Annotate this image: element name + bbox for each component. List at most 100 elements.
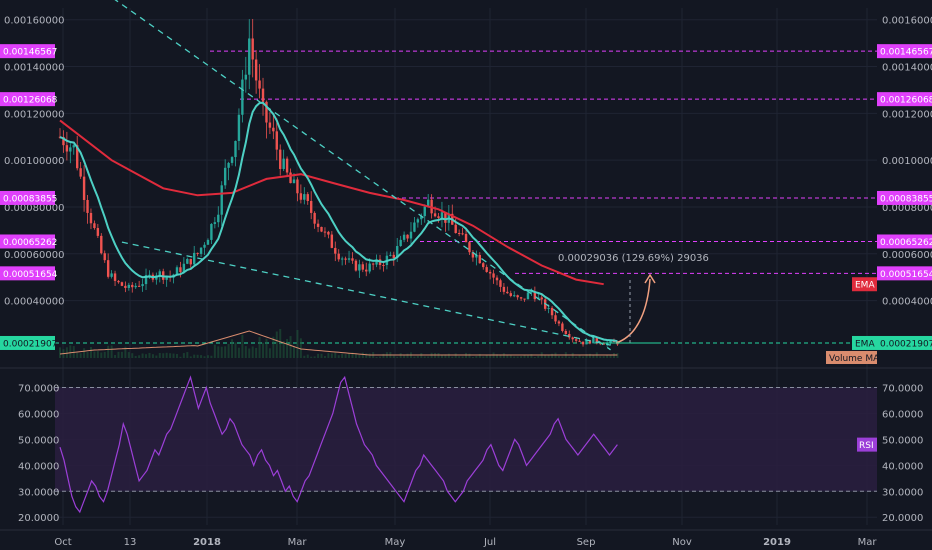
candle-body xyxy=(396,246,399,259)
volume-bar xyxy=(134,355,137,358)
candle-body xyxy=(96,228,100,236)
candle-body xyxy=(82,176,86,200)
level-badge-right xyxy=(877,234,932,249)
volume-bar xyxy=(568,356,571,358)
y-tick-label-left: 0.00100000 xyxy=(4,156,64,167)
rsi-badge-text: RSI xyxy=(859,441,874,451)
volume-bar xyxy=(368,353,371,358)
volume-bar xyxy=(124,346,127,358)
y-tick-label-left: 0.00040000 xyxy=(4,297,64,308)
volume-bar xyxy=(533,356,536,358)
candle-body xyxy=(461,233,464,235)
candle-body xyxy=(533,291,537,300)
candle-body xyxy=(120,282,124,286)
level-badge-left-text: 0.00146567 xyxy=(3,48,57,58)
candle-body xyxy=(309,200,313,213)
candle-body xyxy=(574,339,578,341)
candle-body xyxy=(327,231,330,235)
volume-bar xyxy=(344,354,347,358)
candle-body xyxy=(199,247,203,254)
volume-bar xyxy=(141,353,144,358)
candle-body xyxy=(179,267,182,273)
rsi-tick-label-right: 50.0000 xyxy=(882,435,923,446)
rsi-tick-label-right: 40.0000 xyxy=(882,461,923,472)
y-tick-label-left: 0.00140000 xyxy=(4,63,64,74)
rsi-tick-label-left: 40.0000 xyxy=(18,461,59,472)
candle-body xyxy=(127,284,131,288)
volume-bar xyxy=(520,356,523,358)
volume-bar xyxy=(289,336,292,358)
volume-bar xyxy=(220,346,223,358)
candle-body xyxy=(457,233,461,235)
x-tick-label: 2018 xyxy=(193,537,221,548)
level-badge-right xyxy=(877,44,932,59)
candle-body xyxy=(375,259,378,265)
volume-bar xyxy=(416,355,419,358)
candle-body xyxy=(526,292,530,300)
candle-body xyxy=(409,231,413,239)
volume-bar xyxy=(489,354,492,358)
candle-body xyxy=(437,216,440,218)
candle-body xyxy=(361,264,365,270)
volume-bar xyxy=(100,352,103,358)
candle-body xyxy=(340,258,344,260)
y-tick-label-right: 0.00060000 xyxy=(882,250,932,261)
volume-bar xyxy=(162,353,165,358)
volume-bar xyxy=(286,338,289,358)
volume-bar xyxy=(547,354,550,358)
candle-body xyxy=(76,145,79,169)
candle-body xyxy=(523,298,526,300)
candle-body xyxy=(131,284,134,288)
candle-body xyxy=(323,231,327,233)
volume-bar xyxy=(175,354,178,358)
volume-bar xyxy=(317,353,320,358)
candle-body xyxy=(392,254,395,259)
candle-body xyxy=(547,307,550,309)
volume-bar xyxy=(179,356,182,358)
volume-bar xyxy=(83,348,86,358)
candle-body xyxy=(100,235,103,254)
projection-arrowhead xyxy=(644,273,656,284)
y-tick-label-left: 0.00160000 xyxy=(4,16,64,27)
volume-bar xyxy=(196,354,199,358)
candle-body xyxy=(609,340,612,343)
candle-body xyxy=(475,254,478,258)
volume-bar xyxy=(248,348,251,358)
volume-bar xyxy=(499,354,502,358)
candle-body xyxy=(516,295,519,298)
price-projection: 0.00029036 (129.69%) 29036 xyxy=(558,253,709,344)
volume-bar xyxy=(365,353,368,358)
candle-body xyxy=(79,168,82,177)
volume-bar xyxy=(165,352,168,358)
volume-bar xyxy=(341,353,344,358)
rsi-tick-label-left: 70.0000 xyxy=(18,384,59,395)
volume-bar xyxy=(557,355,560,358)
rsi-band-fill xyxy=(55,387,877,492)
level-badge-left xyxy=(0,234,55,249)
volume-bar xyxy=(392,355,395,358)
candle-body xyxy=(261,88,265,102)
candle-body xyxy=(272,127,275,132)
candle-body xyxy=(389,254,392,256)
y-tick-label-left: 0.00080000 xyxy=(4,203,64,214)
volume-bar xyxy=(110,345,113,358)
volume-bar xyxy=(186,352,189,358)
y-tick-label-left: 0.00060000 xyxy=(4,250,64,261)
candle-body xyxy=(137,285,141,287)
candle-body xyxy=(513,295,516,297)
volume-bar xyxy=(69,345,72,358)
volume-bar xyxy=(427,356,430,358)
candle-body xyxy=(175,267,179,275)
candle-body xyxy=(420,216,423,220)
candle-body xyxy=(251,38,254,60)
volume-bar xyxy=(582,356,585,358)
volume-bar xyxy=(468,353,471,358)
volume-bar xyxy=(251,346,254,358)
candle-body xyxy=(65,145,69,152)
level-badge-right-text: 0.00065262 xyxy=(880,238,932,248)
volume-bar xyxy=(299,338,302,358)
volume-bar xyxy=(210,355,213,358)
volume-bar xyxy=(599,356,602,358)
candle-body xyxy=(561,323,564,331)
